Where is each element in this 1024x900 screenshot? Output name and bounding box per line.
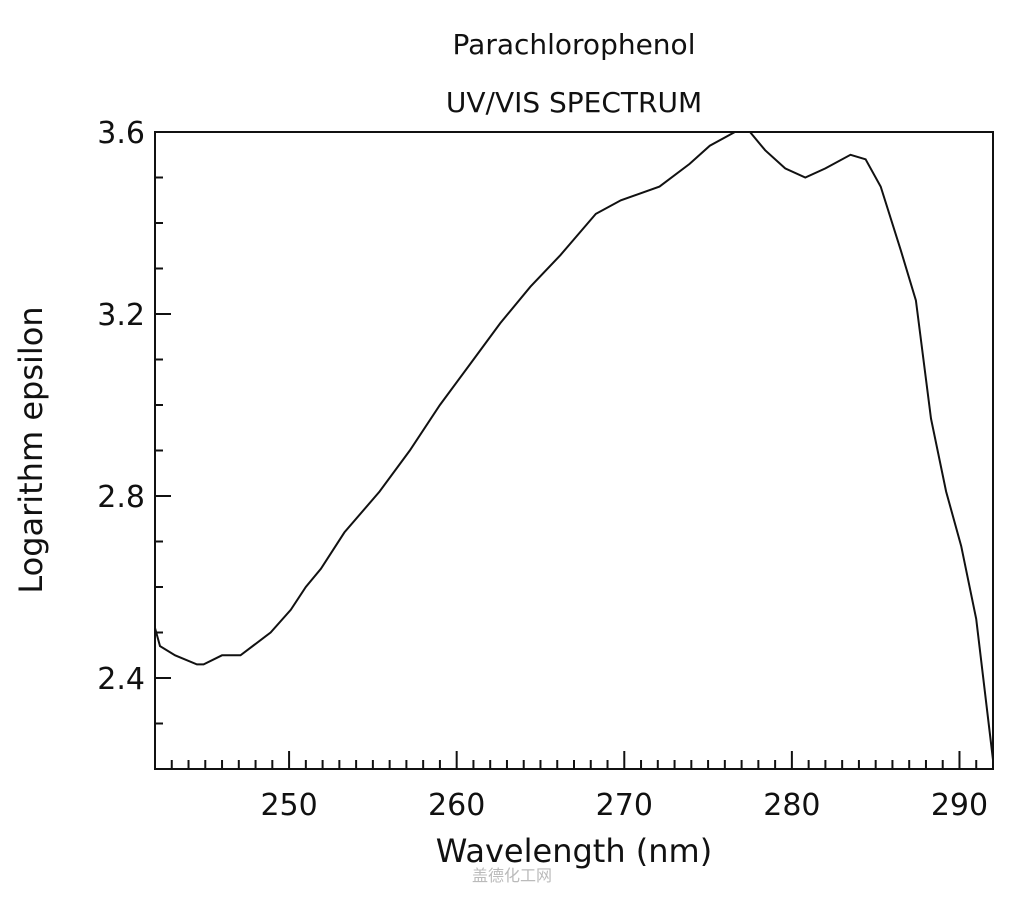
x-tick-label: 270 xyxy=(596,788,653,823)
watermark: 盖德化工网 xyxy=(472,866,552,885)
x-tick-label: 280 xyxy=(763,788,820,823)
y-axis: 2.4 2.8 3.2 3.6 xyxy=(97,116,171,770)
x-tick-label: 250 xyxy=(260,788,317,823)
y-tick-label: 2.8 xyxy=(97,480,145,515)
chart-subtitle: UV/VIS SPECTRUM xyxy=(446,86,702,119)
plot-frame xyxy=(154,131,994,770)
x-axis: 250 260 270 280 290 xyxy=(154,751,994,823)
x-tick-label: 260 xyxy=(428,788,485,823)
chart-title: Parachlorophenol xyxy=(453,28,696,61)
spectrum-line xyxy=(154,131,994,761)
x-tick-label: 290 xyxy=(931,788,988,823)
y-tick-label: 3.6 xyxy=(97,116,145,151)
y-tick-label: 3.2 xyxy=(97,298,145,333)
y-tick-label: 2.4 xyxy=(97,662,145,697)
x-axis-label: Wavelength (nm) xyxy=(436,832,712,870)
y-axis-label: Logarithm epsilon xyxy=(12,306,50,593)
